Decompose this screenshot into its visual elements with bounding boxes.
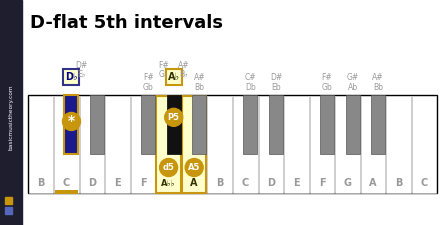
Bar [233,95,257,193]
Text: C: C [242,178,249,188]
Bar [131,95,155,193]
Text: Ab: Ab [348,83,358,92]
Bar [386,95,411,193]
Text: basicmusictheory.com: basicmusictheory.com [8,85,14,150]
Text: G#: G# [347,72,359,81]
Bar [320,95,334,154]
Circle shape [185,159,203,177]
Bar [243,95,257,154]
Bar [5,207,12,214]
Circle shape [62,112,81,130]
Text: F: F [140,178,147,188]
Text: E: E [114,178,121,188]
Text: D: D [267,178,275,188]
Text: B♭: B♭ [180,70,188,79]
Bar [54,95,79,193]
Bar [207,95,232,193]
Text: A♭: A♭ [168,72,180,82]
Text: Gb: Gb [143,83,154,92]
Text: B: B [37,178,44,188]
Text: B: B [395,178,402,188]
Bar [64,95,78,154]
Text: Bb: Bb [373,83,383,92]
Bar [259,95,283,193]
Bar [0,0,22,225]
Bar [371,95,385,154]
Text: A: A [369,178,377,188]
Text: Bb: Bb [194,83,204,92]
Text: D#: D# [270,72,282,81]
Bar [182,95,206,193]
Text: Eb: Eb [271,83,281,92]
Bar [29,95,53,193]
Text: A#: A# [178,61,190,70]
Bar [28,95,437,193]
Bar [361,95,385,193]
Bar [345,95,359,154]
Text: F#: F# [143,72,154,81]
Text: D♭: D♭ [65,72,78,82]
Text: A#: A# [372,72,384,81]
Bar [156,95,181,193]
Bar [141,95,155,154]
Bar [412,95,436,193]
Text: C: C [421,178,428,188]
Bar [167,95,181,154]
Bar [269,95,283,154]
Bar [335,95,360,193]
Text: B: B [216,178,224,188]
Text: F#: F# [158,61,169,70]
Bar [63,69,80,85]
Text: C: C [63,178,70,188]
Bar [90,95,104,154]
Bar [55,190,78,194]
Text: G♭: G♭ [159,70,169,79]
Text: Db: Db [245,83,256,92]
Circle shape [160,159,178,177]
Bar [5,197,12,204]
Text: D-flat 5th intervals: D-flat 5th intervals [30,14,223,32]
Text: F#: F# [322,72,333,81]
Circle shape [165,108,183,126]
Text: F: F [319,178,325,188]
Text: *: * [68,115,75,128]
Bar [284,95,309,193]
Text: C#: C# [245,72,256,81]
Text: A: A [191,178,198,188]
Text: A♭♭: A♭♭ [161,178,176,187]
Text: E: E [293,178,300,188]
Bar [192,95,206,154]
Text: A#: A# [194,72,205,81]
Bar [105,95,130,193]
Bar [310,95,334,193]
Text: D#: D# [75,61,88,70]
Text: Gb: Gb [322,83,333,92]
Text: A5: A5 [188,163,200,172]
Text: D: D [88,178,96,188]
Text: G: G [344,178,352,188]
Text: d5: d5 [163,163,175,172]
Bar [166,69,182,85]
Text: P5: P5 [168,113,180,122]
Text: E♭: E♭ [77,70,86,79]
Bar [80,95,104,193]
